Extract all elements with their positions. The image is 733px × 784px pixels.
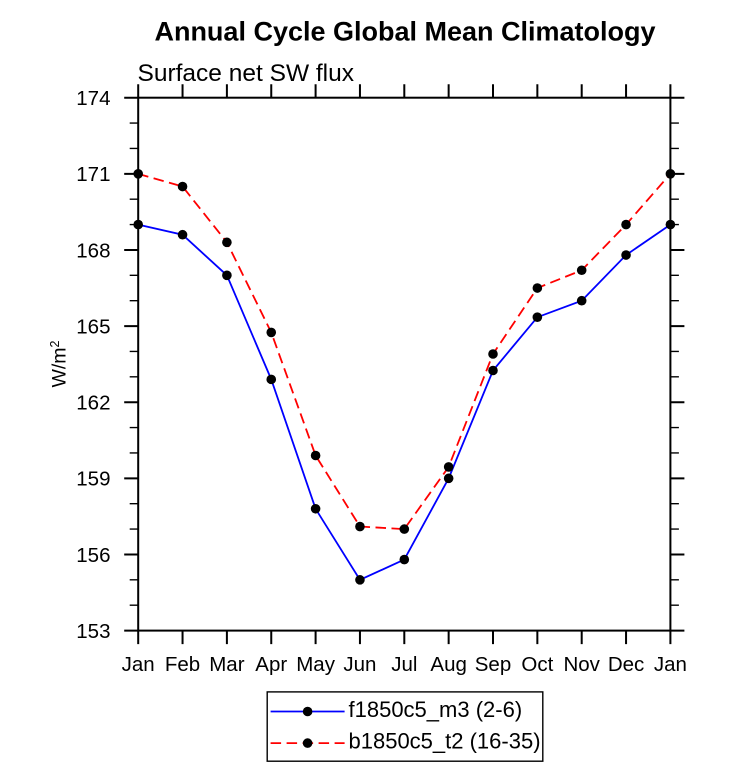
svg-text:f1850c5_m3 (2-6): f1850c5_m3 (2-6)	[349, 697, 523, 722]
svg-text:Mar: Mar	[209, 653, 244, 676]
svg-text:171: 171	[76, 163, 110, 186]
svg-text:Surface net SW flux: Surface net SW flux	[138, 60, 355, 87]
svg-text:Annual Cycle Global Mean Clima: Annual Cycle Global Mean Climatology	[154, 17, 655, 47]
svg-text:Oct: Oct	[521, 653, 553, 676]
svg-text:Apr: Apr	[255, 653, 287, 676]
svg-text:174: 174	[76, 87, 110, 110]
svg-text:165: 165	[76, 315, 110, 338]
svg-text:Jan: Jan	[122, 653, 155, 676]
svg-text:159: 159	[76, 468, 110, 491]
svg-text:162: 162	[76, 392, 110, 415]
svg-text:Jun: Jun	[343, 653, 376, 676]
svg-text:153: 153	[76, 620, 110, 643]
svg-text:W/m2: W/m2	[48, 340, 71, 387]
svg-text:b1850c5_t2 (16-35): b1850c5_t2 (16-35)	[349, 729, 541, 754]
svg-text:Sep: Sep	[475, 653, 511, 676]
svg-text:May: May	[296, 653, 335, 676]
svg-text:Jul: Jul	[391, 653, 417, 676]
svg-text:156: 156	[76, 544, 110, 567]
svg-text:Jan: Jan	[654, 653, 687, 676]
svg-text:Dec: Dec	[608, 653, 644, 676]
svg-text:Feb: Feb	[165, 653, 200, 676]
svg-text:Nov: Nov	[563, 653, 600, 676]
svg-text:168: 168	[76, 239, 110, 262]
svg-text:Aug: Aug	[430, 653, 466, 676]
